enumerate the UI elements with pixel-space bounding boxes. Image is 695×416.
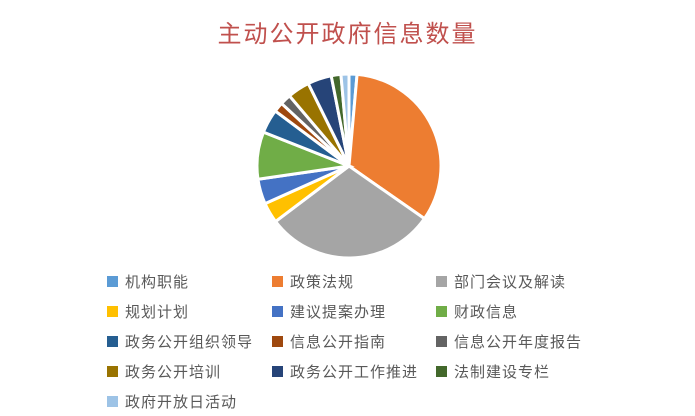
legend-item-9[interactable]: 政务公开培训 [107,361,272,382]
legend-swatch-icon [272,335,283,347]
chart-title: 主动公开政府信息数量 [217,22,478,48]
legend-swatch-icon [272,365,283,377]
legend-item-3[interactable]: 规划计划 [107,301,272,322]
pie-slice-2[interactable] [273,164,427,260]
legend-label: 建议提案办理 [290,303,387,321]
legend-swatch-icon [107,365,118,377]
legend-swatch-icon [436,275,447,287]
legend-item-11[interactable]: 法制建设专栏 [436,361,682,382]
legend-item-8[interactable]: 信息公开年度报告 [436,331,682,352]
legend-label: 法制建设专栏 [454,363,551,381]
legend-label: 信息公开指南 [290,333,387,351]
pie-slice-1[interactable] [347,72,443,221]
pie-chart [255,72,443,260]
legend-item-2[interactable]: 部门会议及解读 [436,271,682,292]
legend-item-5[interactable]: 财政信息 [436,301,682,322]
legend-item-6[interactable]: 政务公开组织领导 [107,331,272,352]
legend-item-10[interactable]: 政务公开工作推进 [272,361,436,382]
legend-label: 政府开放日活动 [125,393,238,411]
legend-label: 规划计划 [125,303,190,321]
chart-legend: 机构职能 政策法规 部门会议及解读规划计划 建议提案办理 财政信息政务公开组织领导 信息公… [107,266,682,416]
legend-label: 政务公开培训 [125,363,222,381]
legend-item-12[interactable]: 政府开放日活动 [107,391,272,412]
legend-swatch-icon [107,335,118,347]
legend-swatch-icon [272,305,283,317]
legend-swatch-icon [107,395,118,407]
legend-swatch-icon [436,335,447,347]
legend-label: 财政信息 [454,303,519,321]
legend-label: 政务公开工作推进 [290,363,419,381]
legend-swatch-icon [272,275,283,287]
legend-label: 政务公开组织领导 [125,333,254,351]
legend-swatch-icon [107,305,118,317]
legend-swatch-icon [436,365,447,377]
legend-item-4[interactable]: 建议提案办理 [272,301,436,322]
legend-item-0[interactable]: 机构职能 [107,271,272,292]
legend-label: 部门会议及解读 [454,273,567,291]
legend-label: 信息公开年度报告 [454,333,583,351]
legend-swatch-icon [436,305,447,317]
legend-item-1[interactable]: 政策法规 [272,271,436,292]
legend-swatch-icon [107,275,118,287]
legend-label: 政策法规 [290,273,355,291]
legend-label: 机构职能 [125,273,190,291]
legend-item-7[interactable]: 信息公开指南 [272,331,436,352]
pie-slice-12[interactable] [339,72,351,167]
